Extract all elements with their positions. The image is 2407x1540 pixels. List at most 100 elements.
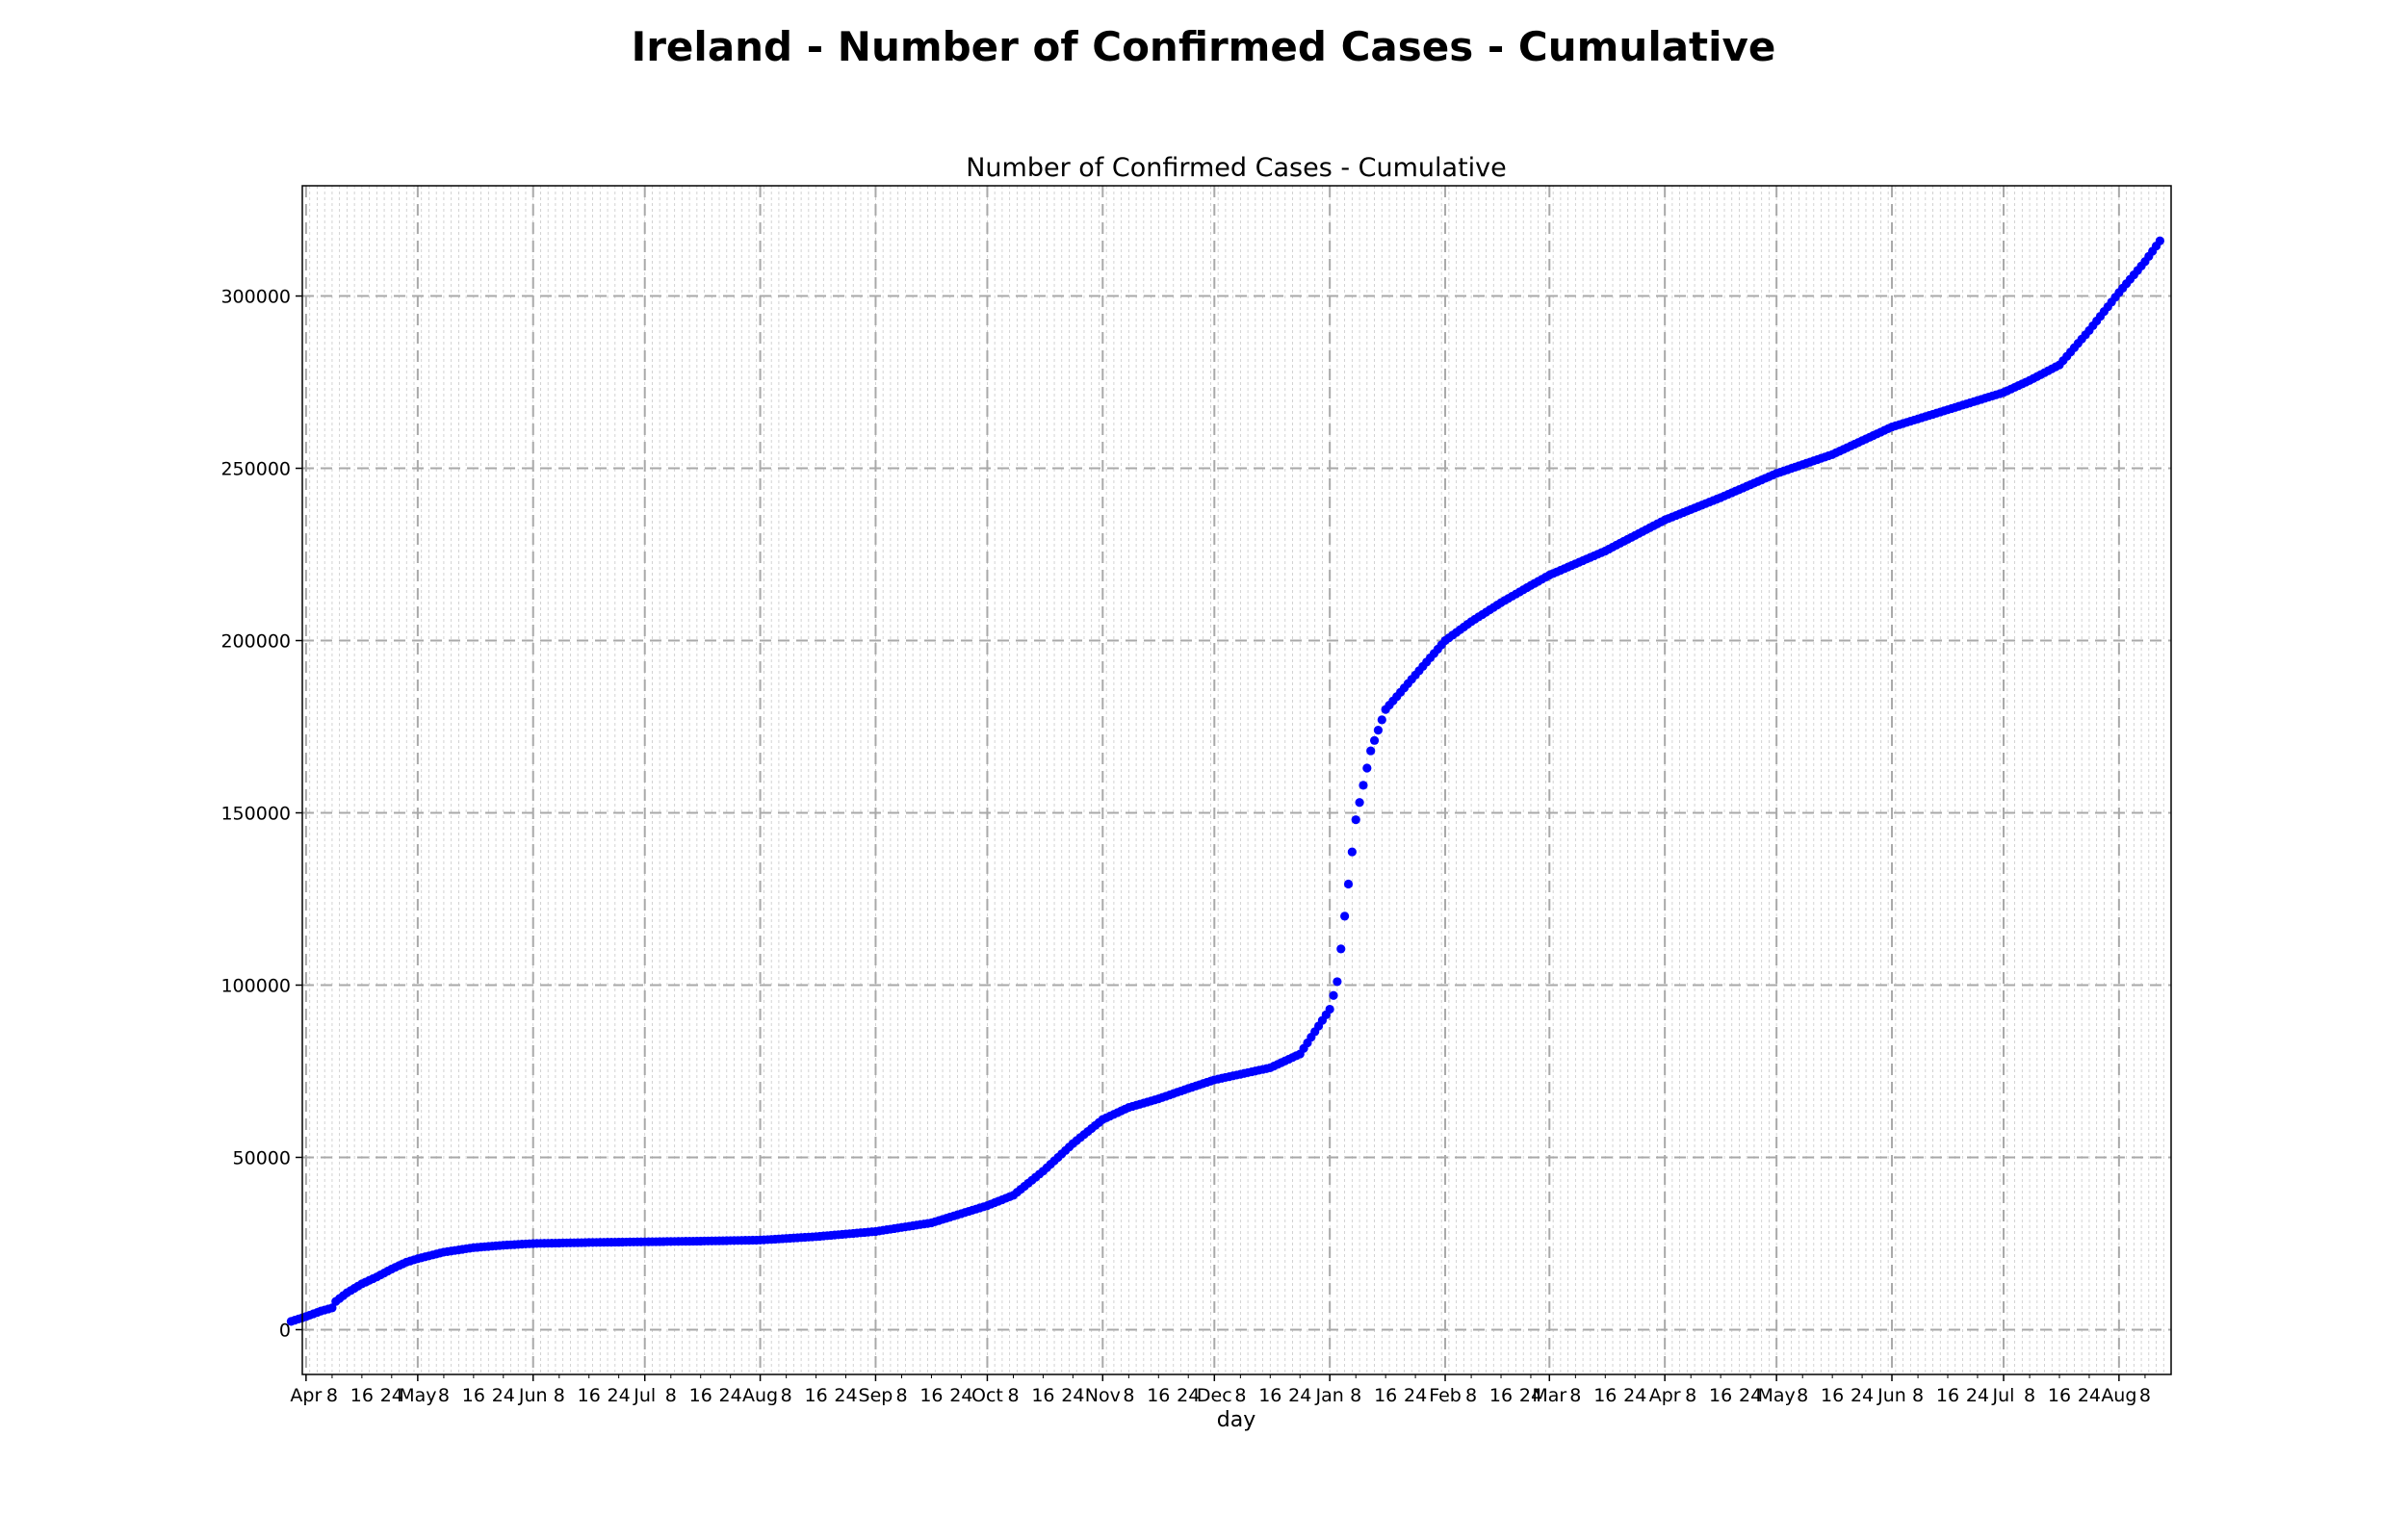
x-tick-label-day: 24: [380, 1385, 403, 1406]
x-tick-label-day: 24: [1177, 1385, 1200, 1406]
data-point: [1325, 1004, 1334, 1014]
y-tick-label: 0: [279, 1320, 291, 1341]
x-tick-label-day: 8: [665, 1385, 677, 1406]
plot-frame: [301, 185, 2172, 1375]
y-tick-label: 200000: [220, 631, 291, 653]
data-point: [1373, 725, 1384, 735]
x-tick-label-day: 16: [1258, 1385, 1281, 1406]
x-tick-label-day: 8: [1569, 1385, 1581, 1406]
x-tick-label-day: 24: [1851, 1385, 1874, 1406]
x-tick-label-day: 24: [1623, 1385, 1646, 1406]
x-tick-label-day: 8: [1465, 1385, 1477, 1406]
x-tick-label-day: 8: [554, 1385, 565, 1406]
minor-grid: [301, 186, 2172, 1374]
x-tick-label-day: 16: [689, 1385, 712, 1406]
data-point: [1340, 911, 1350, 921]
data-point: [1343, 879, 1354, 889]
x-tick-label-day: 8: [1685, 1385, 1696, 1406]
x-tick-label-day: 8: [438, 1385, 450, 1406]
x-tick-label-day: 24: [608, 1385, 631, 1406]
data-point: [1329, 990, 1338, 1000]
y-tick-label: 50000: [233, 1147, 291, 1168]
x-tick-label-day: 8: [1797, 1385, 1808, 1406]
x-tick-label-day: 24: [2078, 1385, 2101, 1406]
x-tick-label-month: Aug: [2101, 1385, 2136, 1406]
y-tick-label: 250000: [220, 459, 291, 480]
x-tick-label-month: Jun: [518, 1385, 548, 1406]
x-tick-label-month: May: [1758, 1385, 1796, 1406]
x-tick-label-day: 16: [919, 1385, 943, 1406]
x-tick-label-day: 8: [781, 1385, 792, 1406]
data-point: [1369, 735, 1380, 745]
x-tick-label-day: 8: [1123, 1385, 1134, 1406]
data-point: [1333, 977, 1342, 987]
major-grid: [302, 186, 2171, 1374]
x-tick-label-month: Jul: [633, 1385, 656, 1406]
data-point: [1362, 763, 1372, 773]
x-tick-label-day: 8: [1912, 1385, 1924, 1406]
x-tick-label-day: 8: [1350, 1385, 1361, 1406]
x-tick-label-month: Dec: [1197, 1385, 1232, 1406]
x-tick-label-day: 8: [1234, 1385, 1246, 1406]
x-tick-label-day: 24: [1966, 1385, 1989, 1406]
x-tick-label-day: 24: [1061, 1385, 1084, 1406]
x-tick-label-day: 16: [578, 1385, 601, 1406]
x-tick-label-day: 8: [2024, 1385, 2035, 1406]
x-tick-label-day: 16: [1031, 1385, 1054, 1406]
x-tick-label-day: 16: [462, 1385, 485, 1406]
x-tick-label-month: Sep: [859, 1385, 893, 1406]
x-tick-label-day: 8: [895, 1385, 907, 1406]
y-tick-label: 300000: [220, 287, 291, 308]
data-point: [1336, 944, 1346, 954]
x-tick-label-day: 16: [1489, 1385, 1513, 1406]
y-axis-ticks: 0 50000 100000 150000 200000 250000 300000: [220, 287, 302, 1341]
data-points: [286, 236, 2165, 1326]
x-tick-label-day: 24: [949, 1385, 972, 1406]
x-tick-label-day: 16: [804, 1385, 827, 1406]
x-tick-label-month: Apr: [1649, 1385, 1681, 1406]
x-tick-label-day: 8: [326, 1385, 338, 1406]
x-tick-label-month: Aug: [742, 1385, 778, 1406]
x-tick-label-day: 16: [1593, 1385, 1617, 1406]
y-tick-label: 150000: [220, 804, 291, 825]
x-tick-label-day: 16: [1936, 1385, 1959, 1406]
x-tick-label-month: Jul: [1992, 1385, 2015, 1406]
x-tick-label-day: 8: [2139, 1385, 2151, 1406]
x-tick-label-month: Jan: [1315, 1385, 1344, 1406]
x-tick-label-day: 24: [719, 1385, 742, 1406]
x-tick-label-month: Feb: [1429, 1385, 1462, 1406]
x-tick-label-day: 24: [834, 1385, 857, 1406]
x-tick-label-day: 16: [1709, 1385, 1732, 1406]
x-tick-label-day: 24: [1404, 1385, 1427, 1406]
x-tick-label-day: 24: [492, 1385, 515, 1406]
data-point: [1366, 746, 1376, 756]
data-point: [1351, 815, 1360, 825]
data-point: [1377, 715, 1386, 725]
x-tick-label-day: 16: [1374, 1385, 1397, 1406]
data-point: [2155, 236, 2165, 245]
x-tick-label-day: 16: [2048, 1385, 2071, 1406]
x-tick-label-month: Jun: [1876, 1385, 1906, 1406]
x-tick-label-day: 16: [1821, 1385, 1844, 1406]
y-tick-label: 100000: [220, 975, 291, 996]
axes-title: Number of Confirmed Cases - Cumulative: [966, 153, 1507, 183]
data-point: [1355, 798, 1364, 808]
data-point: [1347, 847, 1357, 857]
x-tick-label-day: 24: [1739, 1385, 1762, 1406]
x-tick-label-month: Oct: [971, 1385, 1003, 1406]
figure-title: Ireland - Number of Confirmed Cases - Cu…: [631, 23, 1776, 70]
x-tick-label-month: Nov: [1085, 1385, 1121, 1406]
x-tick-label-day: 24: [1519, 1385, 1542, 1406]
x-tick-label-day: 8: [1007, 1385, 1019, 1406]
x-tick-label-day: 16: [1147, 1385, 1170, 1406]
x-tick-label-month: Apr: [290, 1385, 322, 1406]
x-tick-label-month: Mar: [1532, 1385, 1566, 1406]
data-point: [1359, 781, 1368, 790]
x-tick-label-day: 24: [1288, 1385, 1311, 1406]
data-point: [327, 1303, 337, 1313]
x-tick-label-month: May: [399, 1385, 436, 1406]
x-tick-label-day: 16: [350, 1385, 374, 1406]
x-axis-label: day: [1217, 1408, 1255, 1432]
